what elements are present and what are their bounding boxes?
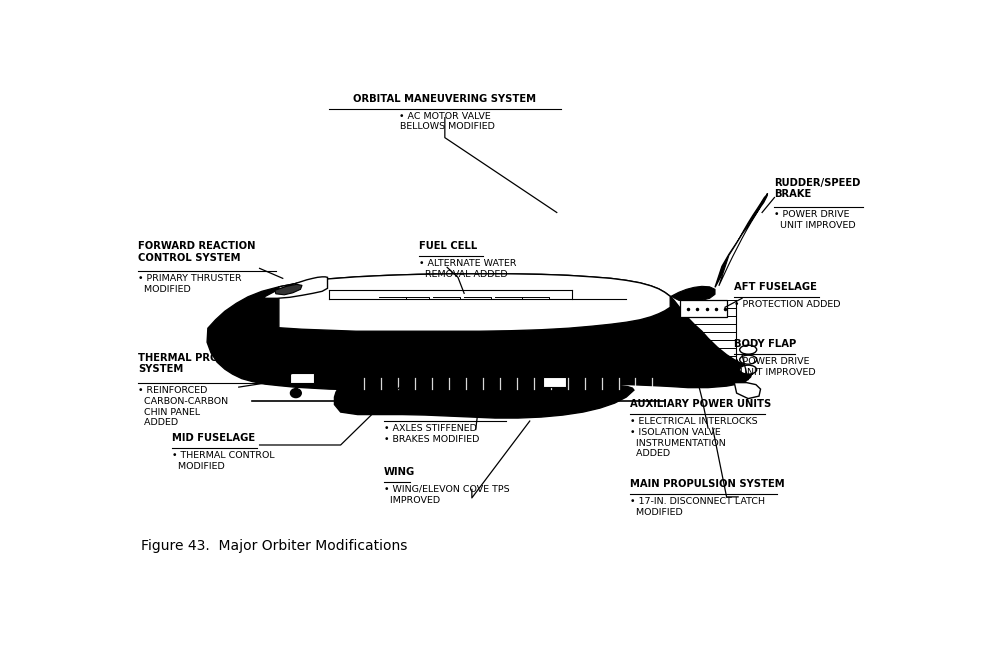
Text: • THERMAL CONTROL
  MODIFIED: • THERMAL CONTROL MODIFIED xyxy=(172,451,275,470)
Polygon shape xyxy=(279,274,670,331)
Text: FUEL CELL: FUEL CELL xyxy=(419,242,478,251)
Ellipse shape xyxy=(740,345,757,354)
Polygon shape xyxy=(335,385,633,418)
Polygon shape xyxy=(207,274,751,390)
Polygon shape xyxy=(263,277,328,298)
Ellipse shape xyxy=(740,365,757,374)
Text: MAIN PROPULSION SYSTEM: MAIN PROPULSION SYSTEM xyxy=(630,479,785,489)
Text: ORBITAL MANEUVERING SYSTEM: ORBITAL MANEUVERING SYSTEM xyxy=(354,94,536,104)
Text: • AXLES STIFFENED
• BRAKES MODIFIED: • AXLES STIFFENED • BRAKES MODIFIED xyxy=(383,424,479,444)
Text: BODY FLAP: BODY FLAP xyxy=(734,339,797,349)
Polygon shape xyxy=(734,382,761,399)
Polygon shape xyxy=(275,284,302,295)
Polygon shape xyxy=(680,300,727,318)
Text: • POWER DRIVE
  UNIT IMPROVED: • POWER DRIVE UNIT IMPROVED xyxy=(734,357,816,377)
Text: • PROTECTION ADDED: • PROTECTION ADDED xyxy=(734,300,841,309)
Text: FORWARD REACTION
CONTROL SYSTEM: FORWARD REACTION CONTROL SYSTEM xyxy=(138,242,256,262)
Bar xyxy=(291,373,314,383)
Text: • ELECTRICAL INTERLOCKS
• ISOLATION VALVE
  INSTRUMENTATION
  ADDED: • ELECTRICAL INTERLOCKS • ISOLATION VALV… xyxy=(630,417,758,458)
Text: • REINFORCED
  CARBON-CARBON
  CHIN PANEL
  ADDED: • REINFORCED CARBON-CARBON CHIN PANEL AD… xyxy=(138,386,228,428)
Text: Figure 43.  Major Orbiter Modifications: Figure 43. Major Orbiter Modifications xyxy=(141,538,407,553)
Text: MID FUSELAGE: MID FUSELAGE xyxy=(172,433,256,443)
Text: • WING/ELEVON COVE TPS
  IMPROVED: • WING/ELEVON COVE TPS IMPROVED xyxy=(383,485,510,505)
Text: RUDDER/SPEED
BRAKE: RUDDER/SPEED BRAKE xyxy=(775,178,861,199)
Ellipse shape xyxy=(740,355,757,364)
Bar xyxy=(543,377,566,387)
Text: • PRIMARY THRUSTER
  MODIFIED: • PRIMARY THRUSTER MODIFIED xyxy=(138,274,242,294)
Text: • AC MOTOR VALVE
  BELLOWS MODIFIED: • AC MOTOR VALVE BELLOWS MODIFIED xyxy=(394,111,495,132)
Text: AFT FUSELAGE: AFT FUSELAGE xyxy=(734,283,817,292)
Text: THERMAL PROTECTION
SYSTEM: THERMAL PROTECTION SYSTEM xyxy=(138,353,268,375)
Polygon shape xyxy=(719,200,763,286)
Ellipse shape xyxy=(291,389,301,398)
Text: AUXILIARY POWER UNITS: AUXILIARY POWER UNITS xyxy=(630,399,771,409)
Polygon shape xyxy=(715,194,768,287)
Text: • 17-IN. DISCONNECT LATCH
  MODIFIED: • 17-IN. DISCONNECT LATCH MODIFIED xyxy=(630,497,765,516)
Polygon shape xyxy=(671,286,715,301)
Text: WING: WING xyxy=(383,467,415,477)
Ellipse shape xyxy=(542,394,554,404)
Text: MAIN LANDING GEARS: MAIN LANDING GEARS xyxy=(383,406,509,416)
Text: • ALTERNATE WATER
  REMOVAL ADDED: • ALTERNATE WATER REMOVAL ADDED xyxy=(419,259,517,279)
Text: • POWER DRIVE
  UNIT IMPROVED: • POWER DRIVE UNIT IMPROVED xyxy=(775,211,857,230)
